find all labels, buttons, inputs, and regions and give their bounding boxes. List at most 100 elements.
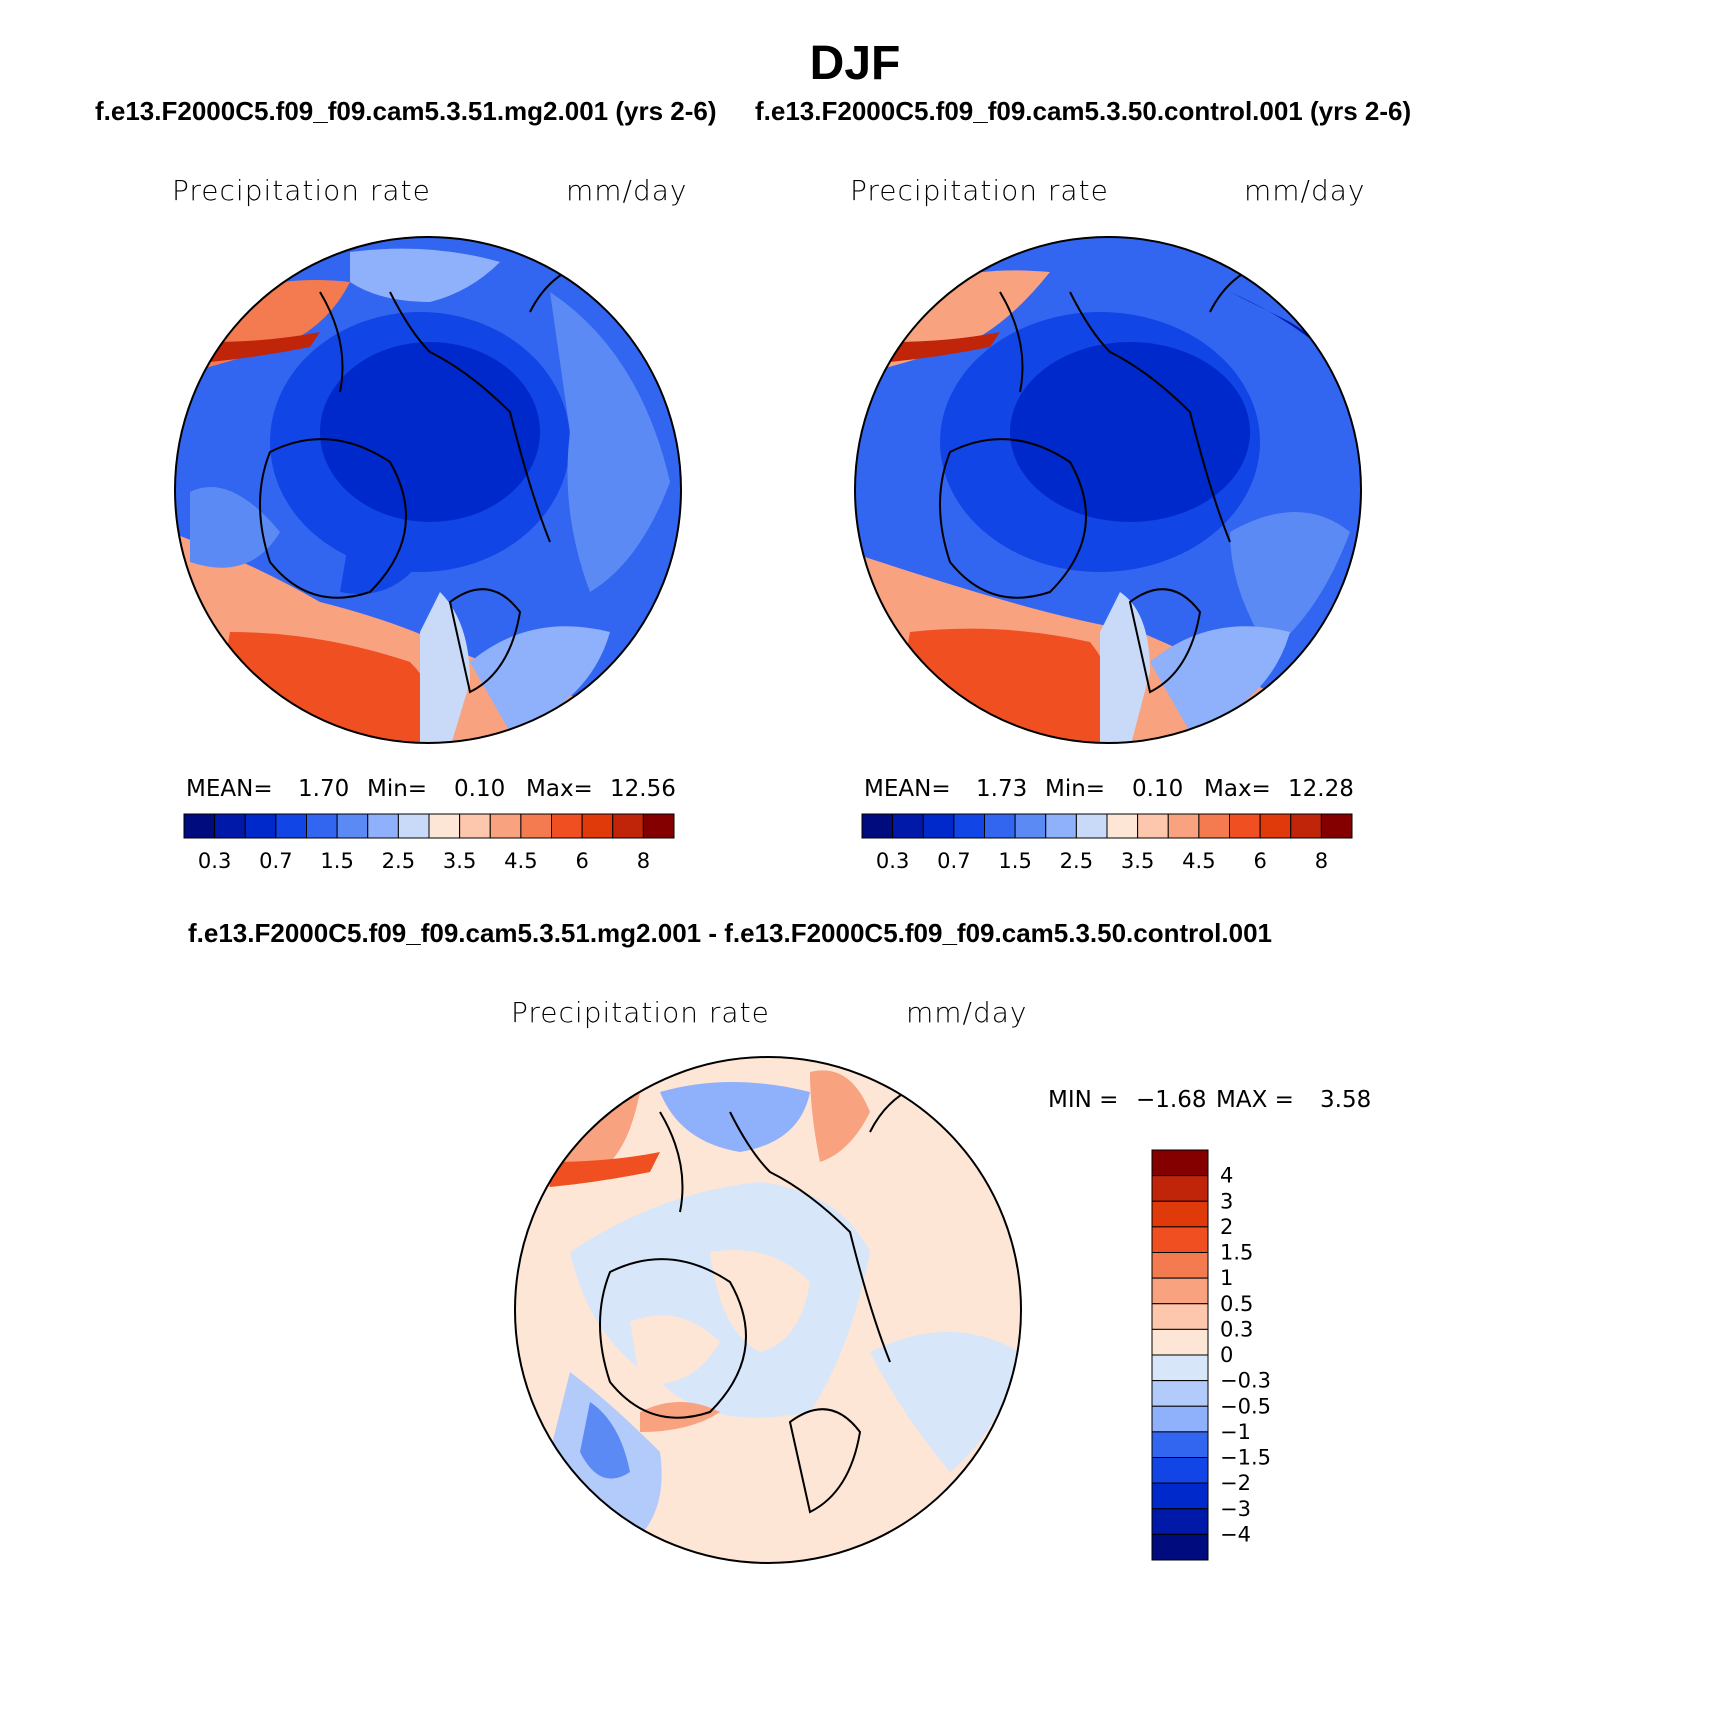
panel2-mean-label: MEAN= <box>864 776 951 802</box>
colorbar-tick-label: 4 <box>1220 1164 1233 1188</box>
colorbar-swatch <box>612 813 644 839</box>
colorbar-swatch <box>1151 1457 1209 1484</box>
colorbar-swatch <box>1151 1277 1209 1305</box>
colorbar-swatch <box>551 813 583 839</box>
diff-max-label: MAX = <box>1216 1087 1294 1113</box>
colorbar-tick-label: 0.3 <box>198 849 231 873</box>
colorbar-swatch <box>1151 1533 1209 1561</box>
colorbar-tick-label: −4 <box>1220 1522 1251 1546</box>
colorbar-tick-label: 0.7 <box>259 849 292 873</box>
panel2-polar-map <box>854 236 1362 744</box>
colorbar-swatch <box>1151 1482 1209 1510</box>
colorbar-swatch <box>428 813 461 839</box>
colorbar-swatch <box>1151 1405 1209 1433</box>
colorbar-swatch <box>1014 813 1047 839</box>
colorbar-tick-label: 3.5 <box>1121 849 1154 873</box>
colorbar-tick-label: 8 <box>637 849 650 873</box>
panel1-units-label: mm/day <box>566 174 688 207</box>
colorbar-swatch <box>1151 1226 1209 1253</box>
colorbar-swatch <box>642 813 675 839</box>
colorbar-swatch <box>275 813 307 839</box>
diff-variable-label: Precipitation rate <box>511 996 770 1029</box>
colorbar-tick-label: −3 <box>1220 1497 1251 1521</box>
panel2-variable-label: Precipitation rate <box>850 174 1109 207</box>
panel2-min-value: 0.10 <box>1132 776 1184 802</box>
colorbar-swatch <box>892 813 924 839</box>
panel1-min-label: Min= <box>367 776 428 802</box>
panel2-max-label: Max= <box>1204 776 1271 802</box>
colorbar-tick-label: −2 <box>1220 1471 1251 1495</box>
panel1-polar-map <box>174 236 682 744</box>
diff-title: f.e13.F2000C5.f09_f09.cam5.3.51.mg2.001 … <box>188 918 1272 948</box>
panel1-min-value: 0.10 <box>454 776 506 802</box>
colorbar-swatch <box>984 813 1016 839</box>
colorbar-swatch <box>1151 1252 1209 1279</box>
colorbar-swatch <box>1167 813 1200 839</box>
colorbar-tick-label: 0.3 <box>1220 1317 1253 1341</box>
colorbar-tick-label: −0.3 <box>1220 1369 1271 1393</box>
diff-max-value: 3.58 <box>1320 1087 1372 1113</box>
panel2-colorbar: 0.3 0.7 1.5 2.5 3.5 4.5 6 8 <box>861 813 1353 873</box>
panel2-units-label: mm/day <box>1244 174 1366 207</box>
colorbar-tick-label: 8 <box>1315 849 1328 873</box>
colorbar-swatch <box>1151 1508 1209 1535</box>
colorbar-swatch <box>1106 813 1139 839</box>
panel1-mean-label: MEAN= <box>186 776 273 802</box>
colorbar-tick-label: 1.5 <box>998 849 1031 873</box>
panel1-max-label: Max= <box>526 776 593 802</box>
diff-polar-map <box>514 1056 1022 1564</box>
colorbar-swatch <box>183 813 216 839</box>
colorbar-swatch <box>1151 1149 1209 1177</box>
colorbar-tick-label: 0.5 <box>1220 1292 1253 1316</box>
colorbar-swatch <box>1075 813 1108 839</box>
colorbar-tick-label: −1.5 <box>1220 1446 1271 1470</box>
panel1-mean-value: 1.70 <box>298 776 350 802</box>
colorbar-swatch <box>244 813 277 839</box>
panel1-colorbar: 0.3 0.7 1.5 2.5 3.5 4.5 6 8 <box>183 813 675 873</box>
colorbar-swatch <box>1259 813 1292 839</box>
colorbar-tick-label: 2.5 <box>1060 849 1093 873</box>
colorbar-swatch <box>459 813 491 839</box>
colorbar-tick-label: 6 <box>575 849 588 873</box>
colorbar-tick-label: 2.5 <box>382 849 415 873</box>
colorbar-tick-label: 0 <box>1220 1343 1233 1367</box>
colorbar-swatch <box>581 813 614 839</box>
colorbar-swatch <box>1151 1328 1209 1356</box>
panel1-case-title: f.e13.F2000C5.f09_f09.cam5.3.51.mg2.001 … <box>95 96 717 126</box>
colorbar-swatch <box>1045 813 1077 839</box>
colorbar-swatch <box>489 813 522 839</box>
colorbar-tick-label: 1 <box>1220 1266 1233 1290</box>
colorbar-swatch <box>306 813 338 839</box>
diff-min-value: −1.68 <box>1136 1087 1207 1113</box>
colorbar-swatch <box>953 813 985 839</box>
colorbar-swatch <box>922 813 955 839</box>
colorbar-swatch <box>1151 1354 1209 1382</box>
panel1-variable-label: Precipitation rate <box>172 174 431 207</box>
colorbar-swatch <box>861 813 894 839</box>
colorbar-tick-label: −1 <box>1220 1420 1251 1444</box>
colorbar-tick-label: 6 <box>1253 849 1266 873</box>
colorbar-tick-label: 4.5 <box>1182 849 1215 873</box>
colorbar-tick-label: 4.5 <box>504 849 537 873</box>
panel1-max-value: 12.56 <box>610 776 676 802</box>
page-title: DJF <box>809 37 901 90</box>
colorbar-swatch <box>1290 813 1322 839</box>
panel2-mean-value: 1.73 <box>976 776 1028 802</box>
colorbar-swatch <box>520 813 552 839</box>
colorbar-swatch <box>1151 1200 1209 1228</box>
colorbar-tick-label: 3.5 <box>443 849 476 873</box>
panel2-min-label: Min= <box>1045 776 1106 802</box>
colorbar-swatch <box>1151 1303 1209 1330</box>
colorbar-swatch <box>1320 813 1353 839</box>
diff-min-label: MIN = <box>1048 1087 1119 1113</box>
colorbar-swatch <box>397 813 430 839</box>
colorbar-tick-label: 3 <box>1220 1189 1233 1213</box>
colorbar-swatch <box>214 813 246 839</box>
colorbar-swatch <box>336 813 369 839</box>
colorbar-tick-label: 0.3 <box>876 849 909 873</box>
colorbar-tick-label: 1.5 <box>1220 1241 1253 1265</box>
colorbar-swatch <box>1137 813 1169 839</box>
colorbar-tick-label: 1.5 <box>320 849 353 873</box>
colorbar-tick-label: 2 <box>1220 1215 1233 1239</box>
